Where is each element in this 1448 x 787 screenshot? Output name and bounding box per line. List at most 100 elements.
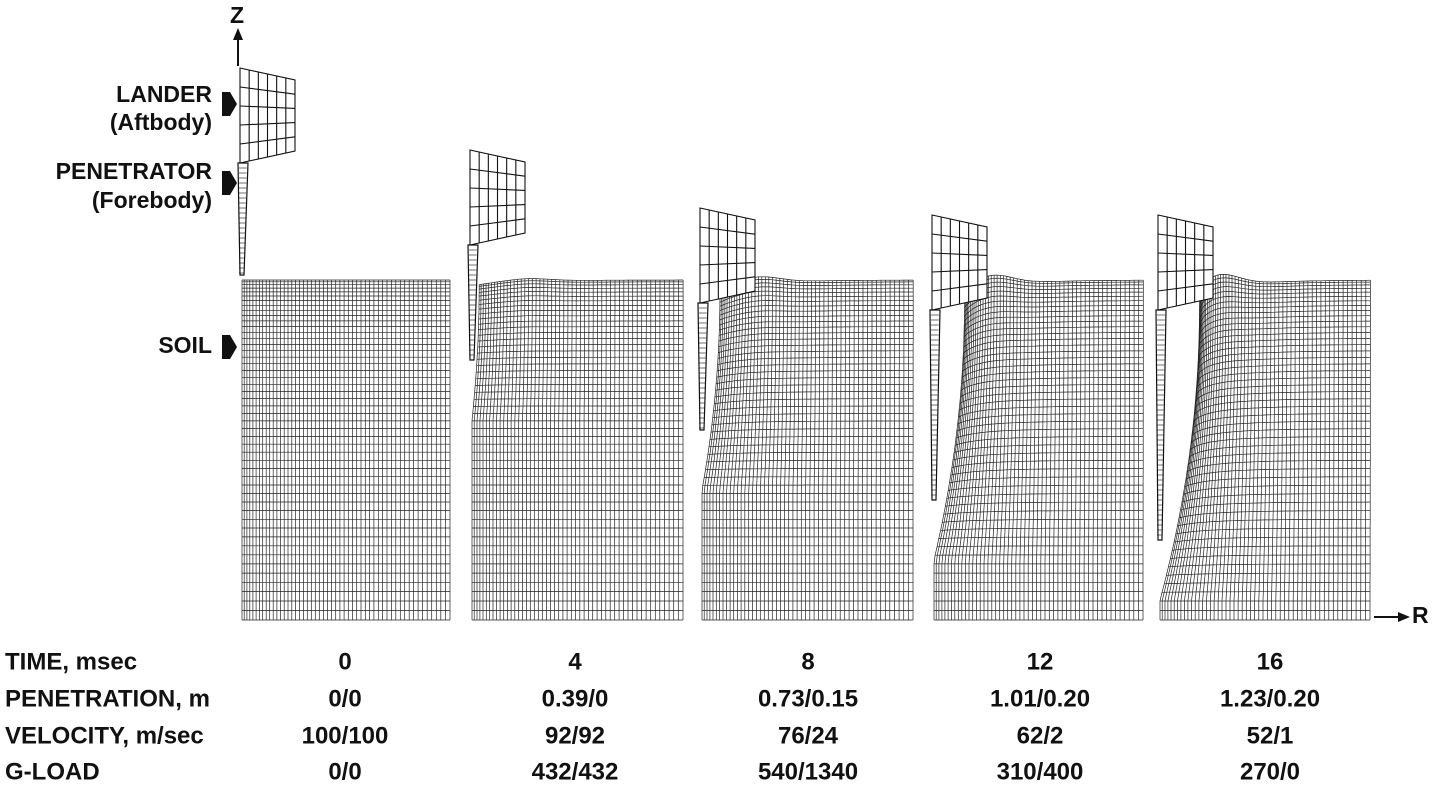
mesh-col xyxy=(1206,274,1221,620)
mesh-row xyxy=(1180,501,1371,511)
mesh-col xyxy=(822,280,825,620)
mesh-col xyxy=(489,282,495,620)
mesh-row xyxy=(479,291,684,297)
mesh-col xyxy=(518,279,522,620)
mesh-col xyxy=(1048,281,1053,620)
mesh-row xyxy=(475,376,683,380)
cell: 0.73/0.15 xyxy=(758,685,858,712)
mesh-col xyxy=(1279,281,1284,620)
mesh-row xyxy=(940,527,1144,531)
mesh-col xyxy=(492,281,498,620)
mesh-row xyxy=(713,405,914,412)
mesh-col xyxy=(759,276,766,620)
mesh-col xyxy=(1266,282,1272,620)
mesh-col xyxy=(1202,275,1219,620)
mesh-row xyxy=(478,320,684,325)
mesh-row xyxy=(936,545,1143,548)
mesh-col xyxy=(1301,281,1305,620)
soil-mesh xyxy=(471,278,684,621)
lander-grid xyxy=(1157,252,1214,256)
mesh-col xyxy=(1177,284,1205,620)
z-label: Z xyxy=(230,2,244,28)
mesh-col xyxy=(1258,281,1264,620)
penetrator xyxy=(467,244,479,361)
cell: 270/0 xyxy=(1240,758,1300,785)
mesh-row xyxy=(474,391,683,393)
mesh-col xyxy=(1191,277,1212,620)
mesh-col xyxy=(776,278,781,620)
mesh-row xyxy=(715,383,914,391)
mesh-col xyxy=(1213,274,1227,620)
mesh-col xyxy=(1124,280,1126,620)
mesh-col xyxy=(763,277,770,620)
mesh-row xyxy=(716,377,914,385)
mesh-col xyxy=(835,280,838,620)
mesh-col xyxy=(748,277,756,620)
cell: 62/2 xyxy=(1017,722,1064,749)
row-label: VELOCITY, m/sec xyxy=(5,722,204,749)
mesh-col xyxy=(1360,280,1362,620)
mesh-col xyxy=(972,276,987,620)
mesh-col xyxy=(1015,279,1022,620)
mesh-col xyxy=(866,280,868,620)
mesh-col xyxy=(485,282,492,620)
mesh-row xyxy=(1198,320,1371,342)
mesh-col xyxy=(1170,287,1203,620)
mesh-col xyxy=(726,282,738,620)
mesh-col xyxy=(780,278,784,620)
mesh-col xyxy=(503,280,508,620)
mesh-row xyxy=(1162,591,1370,593)
mesh-col xyxy=(1221,275,1233,620)
mesh-col xyxy=(1237,279,1246,620)
z-arrow xyxy=(233,28,243,40)
mesh-col xyxy=(575,280,577,620)
mesh-col xyxy=(701,290,721,620)
mesh-row xyxy=(1197,338,1371,359)
mesh-col xyxy=(1284,281,1288,620)
mesh-row xyxy=(476,370,683,373)
mesh-row xyxy=(1190,428,1371,443)
mesh-row xyxy=(948,484,1144,491)
lander-note: (Aftbody) xyxy=(110,109,212,135)
mesh-col xyxy=(857,280,859,620)
lander-grid xyxy=(469,187,526,191)
mesh-row xyxy=(1197,350,1371,371)
mesh-col xyxy=(1297,281,1300,620)
penetrator-note: (Forebody) xyxy=(92,187,212,213)
mesh-col xyxy=(1262,281,1268,620)
cell: 1.01/0.20 xyxy=(990,685,1090,712)
mesh-col xyxy=(784,279,788,620)
mesh-col xyxy=(715,285,730,620)
mesh-col xyxy=(1066,281,1069,620)
mesh-row xyxy=(474,398,683,400)
mesh-row xyxy=(714,391,914,398)
mesh-col xyxy=(712,286,728,620)
mesh-col xyxy=(1323,280,1326,620)
mesh-row xyxy=(945,501,1144,507)
mesh-col xyxy=(1011,278,1018,620)
lander xyxy=(239,67,296,164)
mesh-col xyxy=(479,283,487,620)
row-label: G-LOAD xyxy=(5,758,100,785)
lander-grid xyxy=(931,233,988,242)
mesh-col xyxy=(853,280,855,620)
cell: 0 xyxy=(338,648,351,675)
mesh-col xyxy=(1110,280,1112,620)
mesh-col xyxy=(1057,281,1061,620)
mesh-col xyxy=(1245,280,1253,620)
mesh-col xyxy=(706,288,724,620)
mesh-col xyxy=(1209,274,1224,620)
mesh-col xyxy=(529,278,533,620)
cell: 0/0 xyxy=(328,758,361,785)
penetrator-label: PENETRATOR xyxy=(56,158,213,184)
soil-mesh xyxy=(1159,274,1371,621)
mesh-col xyxy=(1351,280,1353,620)
mesh-col xyxy=(961,280,979,620)
mesh-col xyxy=(965,279,981,620)
lander-grid xyxy=(699,276,756,285)
mesh-row xyxy=(473,405,683,407)
mesh-col xyxy=(570,280,573,620)
mesh-row xyxy=(479,295,684,301)
mesh-col xyxy=(1332,280,1335,620)
